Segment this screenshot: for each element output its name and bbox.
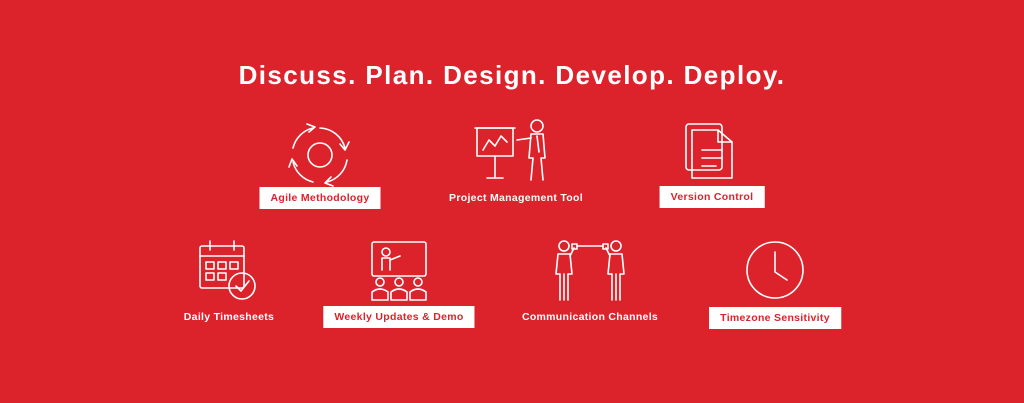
headline: Discuss. Plan. Design. Develop. Deploy. <box>238 60 786 90</box>
calendar-check-icon <box>196 238 262 304</box>
feature-label: Timezone Sensitivity <box>709 307 841 329</box>
agile-cycle-icon <box>287 122 353 188</box>
tin-can-phone-icon <box>550 238 630 304</box>
feature-label: Agile Methodology <box>259 187 381 209</box>
feature-label: Version Control <box>659 186 765 208</box>
demo-audience-icon <box>366 240 432 306</box>
feature-label: Project Management Tool <box>449 192 583 204</box>
documents-icon <box>682 120 742 184</box>
presentation-board-icon <box>471 118 561 184</box>
clock-icon <box>743 238 807 302</box>
feature-label: Weekly Updates & Demo <box>323 306 475 328</box>
feature-label: Communication Channels <box>521 311 659 323</box>
feature-label: Daily Timesheets <box>183 311 275 323</box>
